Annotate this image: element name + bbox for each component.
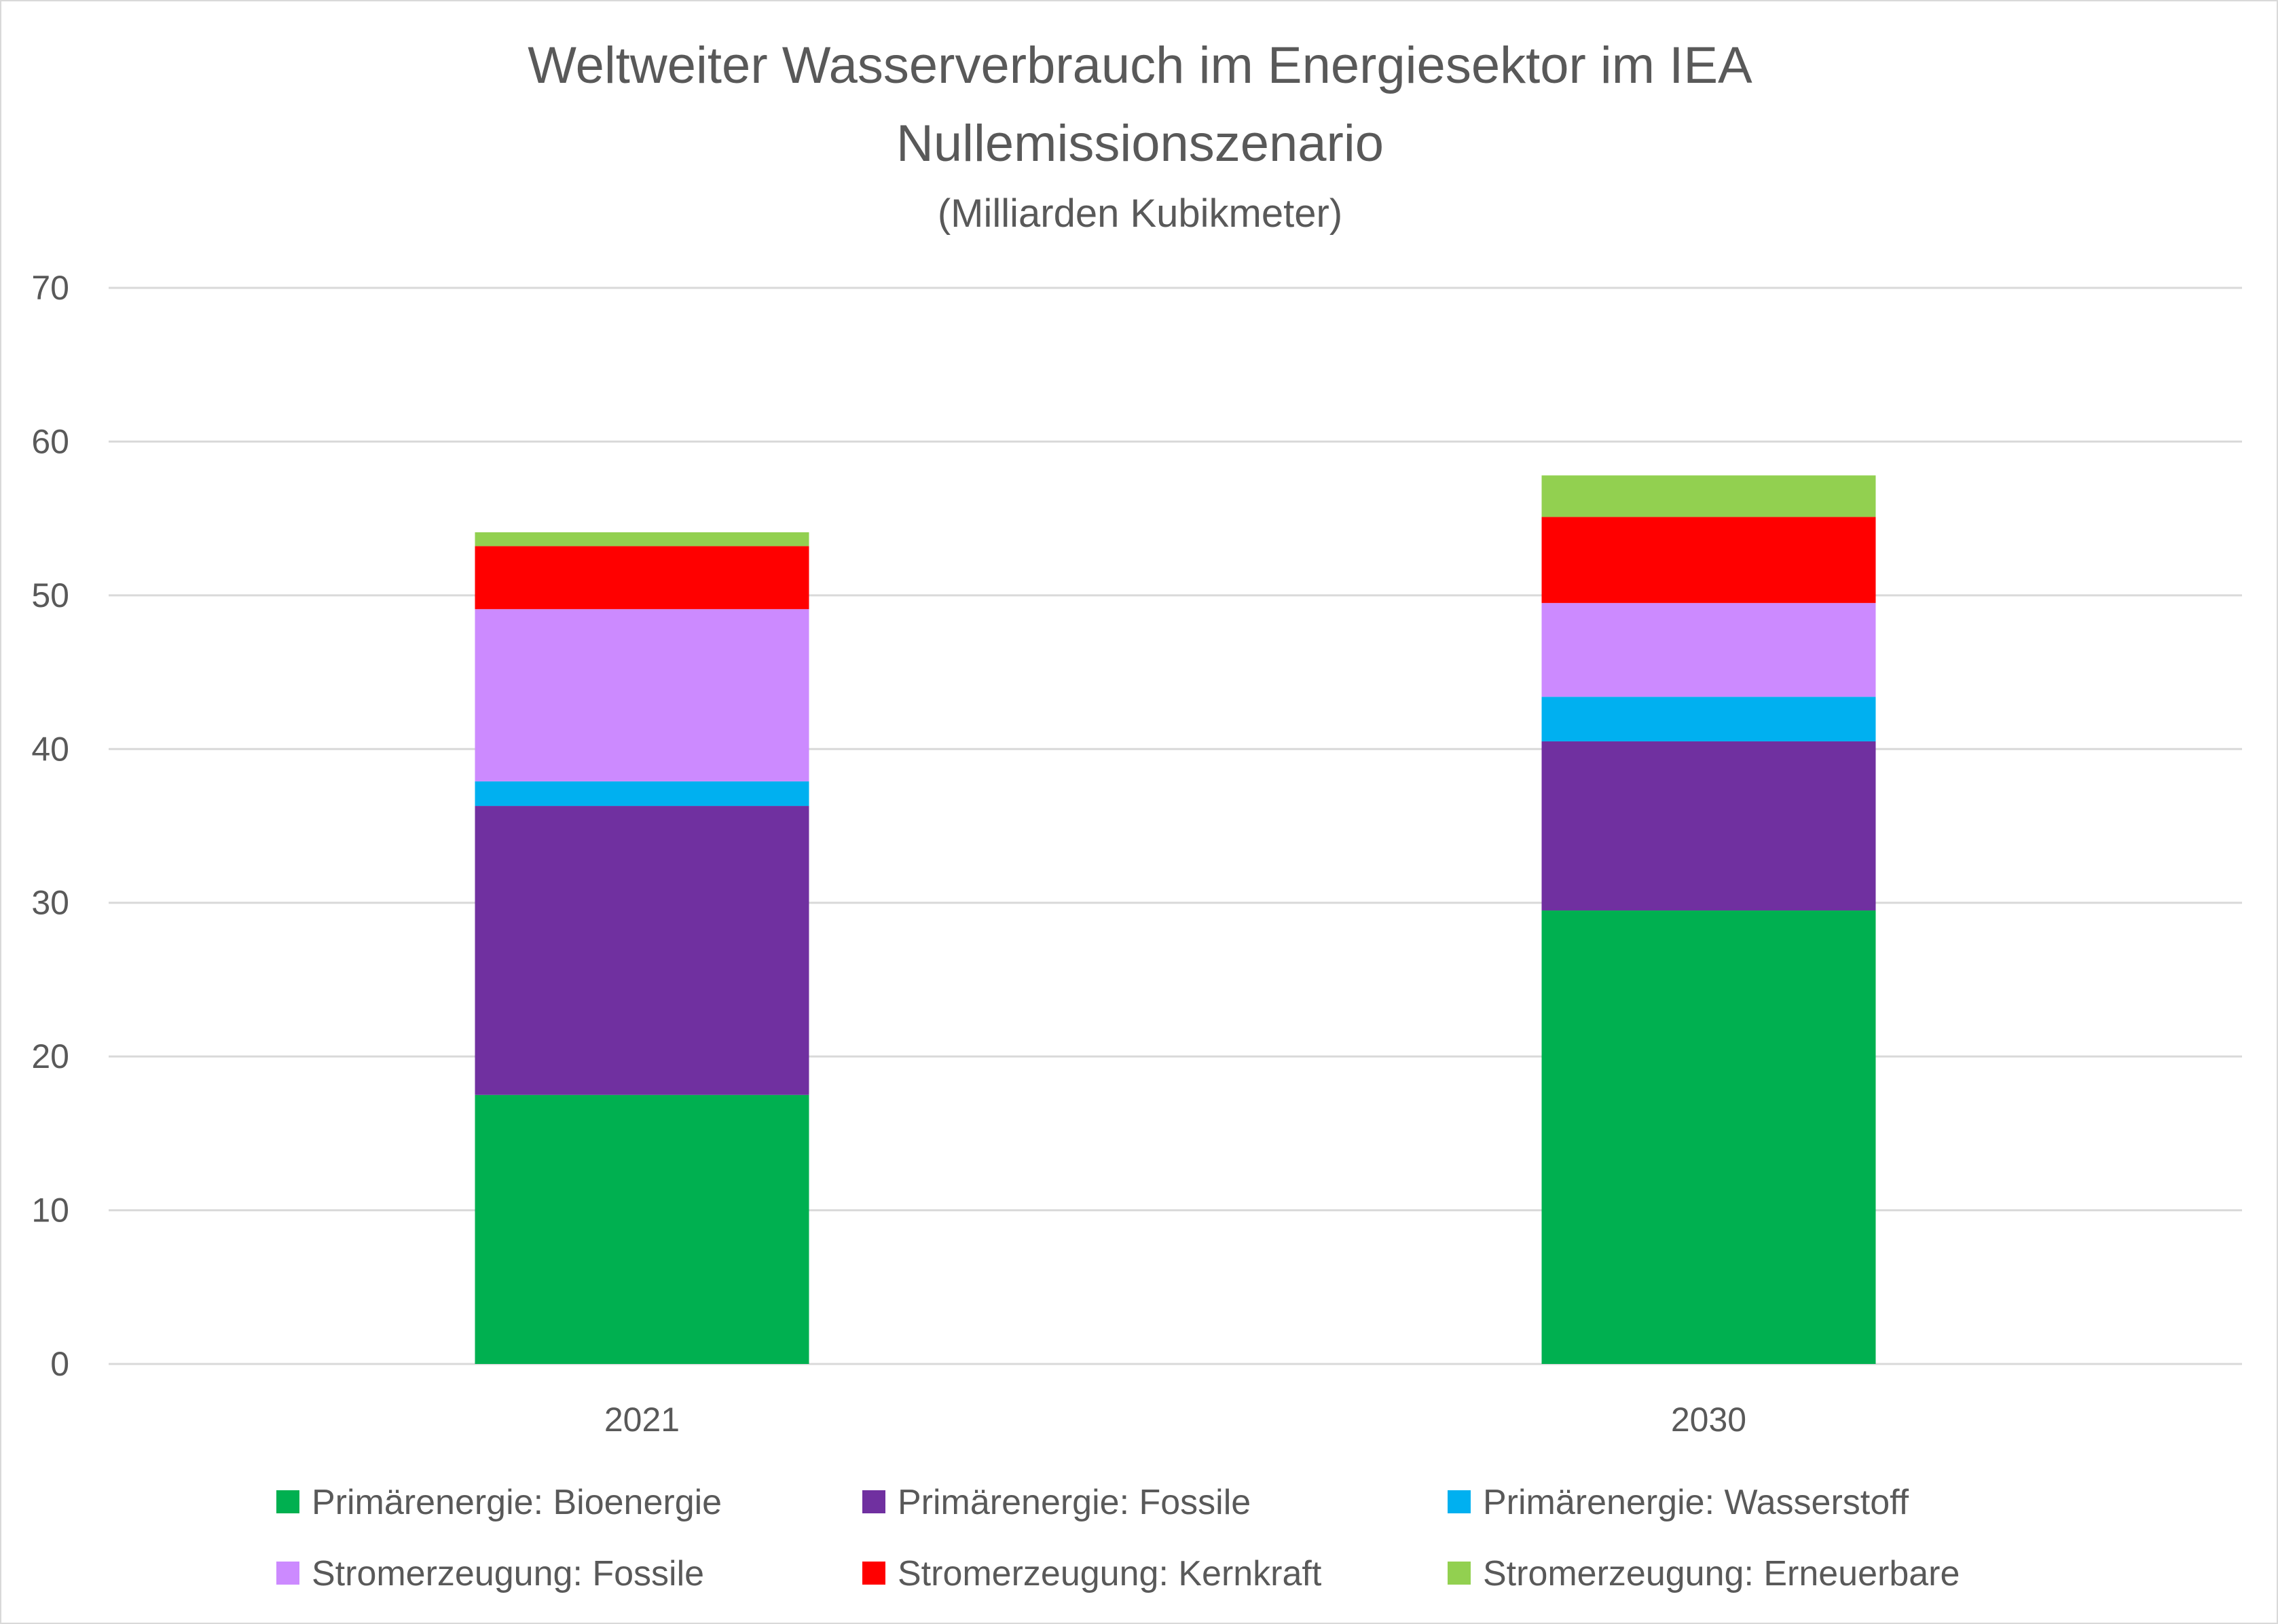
legend-swatch	[862, 1490, 885, 1513]
chart-title-line-2: Nullemissionszenario	[896, 115, 1384, 172]
bar-segment-2030-1	[1541, 741, 1876, 911]
y-tick-label: 20	[31, 1037, 69, 1075]
y-tick-label: 10	[31, 1192, 69, 1230]
y-tick-label: 60	[31, 422, 69, 460]
legend-label: Primärenergie: Wasserstoff	[1483, 1483, 1909, 1522]
legend-label: Stromerzeugung: Kernkraft	[898, 1554, 1322, 1593]
y-tick-label: 70	[31, 269, 69, 307]
legend-swatch	[1448, 1562, 1471, 1585]
bar-segment-2021-3	[475, 609, 809, 781]
gridlines	[109, 287, 2242, 1365]
legend-label: Stromerzeugung: Erneuerbare	[1483, 1554, 1960, 1593]
bar-segment-2030-5	[1541, 475, 1876, 517]
y-tick-label: 50	[31, 576, 69, 614]
legend-label: Primärenergie: Fossile	[898, 1483, 1251, 1522]
legend: Primärenergie: Bioenergie Primärenergie: …	[276, 1483, 1960, 1593]
bar-segment-2030-4	[1541, 517, 1876, 604]
legend-swatch	[276, 1562, 299, 1585]
bar-segment-2021-4	[475, 546, 809, 610]
bar-segment-2021-2	[475, 781, 809, 807]
legend-label: Stromerzeugung: Fossile	[312, 1554, 704, 1593]
y-axis-tick-labels: 0 10 20 30 40 50 60 70	[31, 269, 69, 1383]
x-axis-tick-labels: 2021 2030	[604, 1401, 1746, 1439]
legend-swatch	[1448, 1490, 1471, 1513]
bar-segment-2030-2	[1541, 697, 1876, 741]
y-tick-label: 40	[31, 730, 69, 768]
x-tick-label: 2030	[1671, 1401, 1746, 1439]
bar-segment-2030-0	[1541, 910, 1876, 1364]
y-tick-label: 30	[31, 884, 69, 922]
y-tick-label: 0	[50, 1345, 69, 1383]
bar-segment-2021-5	[475, 532, 809, 547]
chart-title-line-1: Weltweiter Wasserverbrauch im Energiesek…	[528, 37, 1752, 94]
bar-segment-2021-1	[475, 806, 809, 1095]
legend-label: Primärenergie: Bioenergie	[312, 1483, 722, 1522]
bar-segment-2021-0	[475, 1094, 809, 1364]
bars	[475, 475, 1876, 1364]
chart-subtitle: (Milliarden Kubikmeter)	[938, 191, 1342, 236]
legend-swatch	[276, 1490, 299, 1513]
x-tick-label: 2021	[604, 1401, 680, 1439]
bar-segment-2030-3	[1541, 603, 1876, 697]
legend-swatch	[862, 1562, 885, 1585]
